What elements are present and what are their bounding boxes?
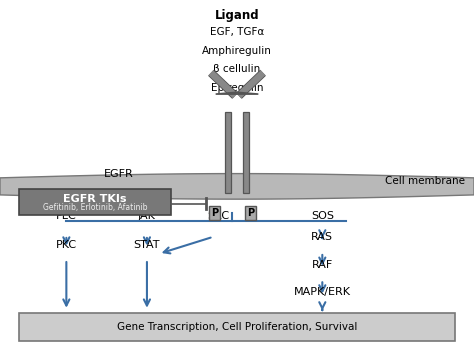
Text: Gefitinib, Erlotinib, Afatinib: Gefitinib, Erlotinib, Afatinib bbox=[43, 203, 147, 212]
Text: JAK: JAK bbox=[138, 211, 156, 221]
Text: MAPK/ERK: MAPK/ERK bbox=[294, 288, 351, 297]
Text: Ligand: Ligand bbox=[215, 9, 259, 22]
Text: RAF: RAF bbox=[312, 260, 333, 270]
Text: Epiregulin: Epiregulin bbox=[211, 83, 263, 93]
Text: SRC: SRC bbox=[207, 211, 229, 221]
Text: PKC: PKC bbox=[56, 240, 77, 250]
Text: PLC: PLC bbox=[56, 211, 77, 221]
Text: β cellulin: β cellulin bbox=[213, 64, 261, 74]
Text: STAT: STAT bbox=[134, 240, 160, 250]
Text: Cell membrane: Cell membrane bbox=[384, 176, 465, 186]
Text: EGFR TKIs: EGFR TKIs bbox=[63, 194, 127, 204]
Text: Amphiregulin: Amphiregulin bbox=[202, 46, 272, 56]
Text: P: P bbox=[210, 208, 218, 218]
Polygon shape bbox=[216, 92, 258, 94]
Bar bbox=[243, 112, 249, 193]
Text: Gene Transcription, Cell Proliferation, Survival: Gene Transcription, Cell Proliferation, … bbox=[117, 322, 357, 332]
Polygon shape bbox=[0, 174, 474, 199]
Text: P: P bbox=[246, 208, 254, 218]
Bar bbox=[19, 313, 455, 341]
Bar bbox=[19, 189, 171, 215]
Text: EGF, TGFα: EGF, TGFα bbox=[210, 27, 264, 37]
Text: RAS: RAS bbox=[311, 233, 333, 242]
Text: SOS: SOS bbox=[311, 211, 334, 221]
Bar bbox=[225, 112, 231, 193]
Text: EGFR: EGFR bbox=[104, 169, 134, 179]
